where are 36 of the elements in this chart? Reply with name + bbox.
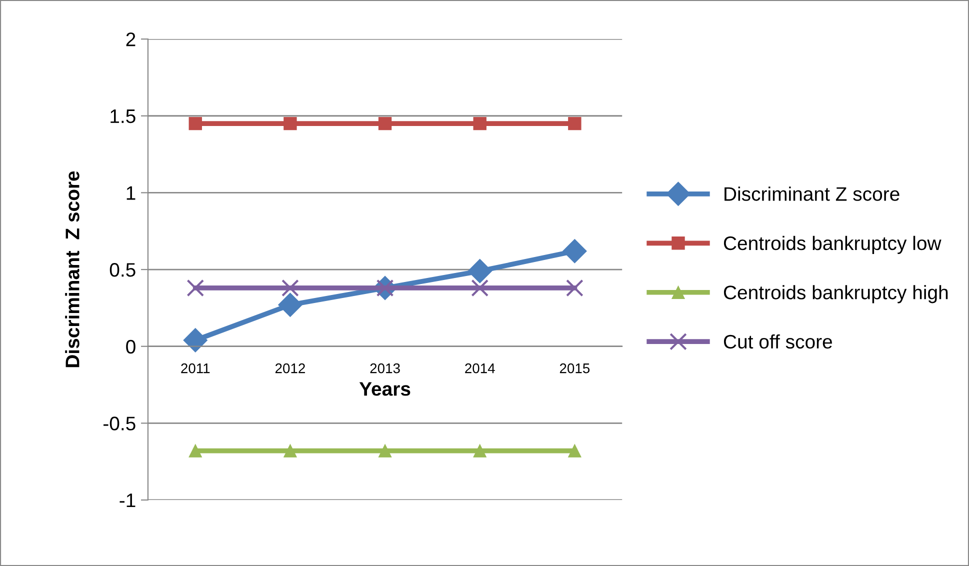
point: [284, 116, 297, 130]
y-tick-label: -1: [120, 494, 136, 508]
point: [568, 116, 582, 130]
point: [278, 292, 302, 318]
y-tick-label: 1: [126, 186, 136, 200]
point: [566, 279, 584, 297]
point: [282, 279, 299, 297]
point: [186, 279, 204, 297]
point: [378, 444, 392, 458]
point: [473, 116, 486, 130]
y-tick-label: 2: [126, 32, 136, 46]
point: [562, 238, 587, 264]
y-tick-label: -0.5: [104, 416, 136, 430]
point: [284, 444, 297, 458]
legend-label: Cut off score: [724, 334, 832, 349]
point: [188, 116, 202, 130]
x-tick-label: 2012: [275, 363, 305, 374]
x-tick-label: 2015: [560, 363, 590, 374]
point: [568, 444, 582, 458]
legend-label: Centroids bankruptcy low: [724, 236, 942, 254]
y-tick-label: 0.5: [110, 262, 136, 277]
y-axis-title: Discriminant Z score: [65, 171, 80, 368]
x-axis-title: Years: [359, 382, 410, 396]
point: [471, 279, 489, 297]
point: [188, 444, 202, 458]
point: [183, 328, 208, 352]
y-tick-label: 0: [126, 340, 136, 354]
x-tick-label: 2011: [181, 363, 210, 374]
y-tick-label: 1.5: [110, 110, 136, 124]
legend-label: Centroids bankruptcy high: [724, 285, 948, 304]
point: [473, 444, 486, 458]
point: [468, 258, 492, 284]
x-tick-label: 2014: [465, 363, 495, 374]
point: [378, 116, 392, 130]
x-tick-label: 2013: [370, 363, 400, 374]
legend-label: Discriminant Z score: [724, 186, 900, 201]
